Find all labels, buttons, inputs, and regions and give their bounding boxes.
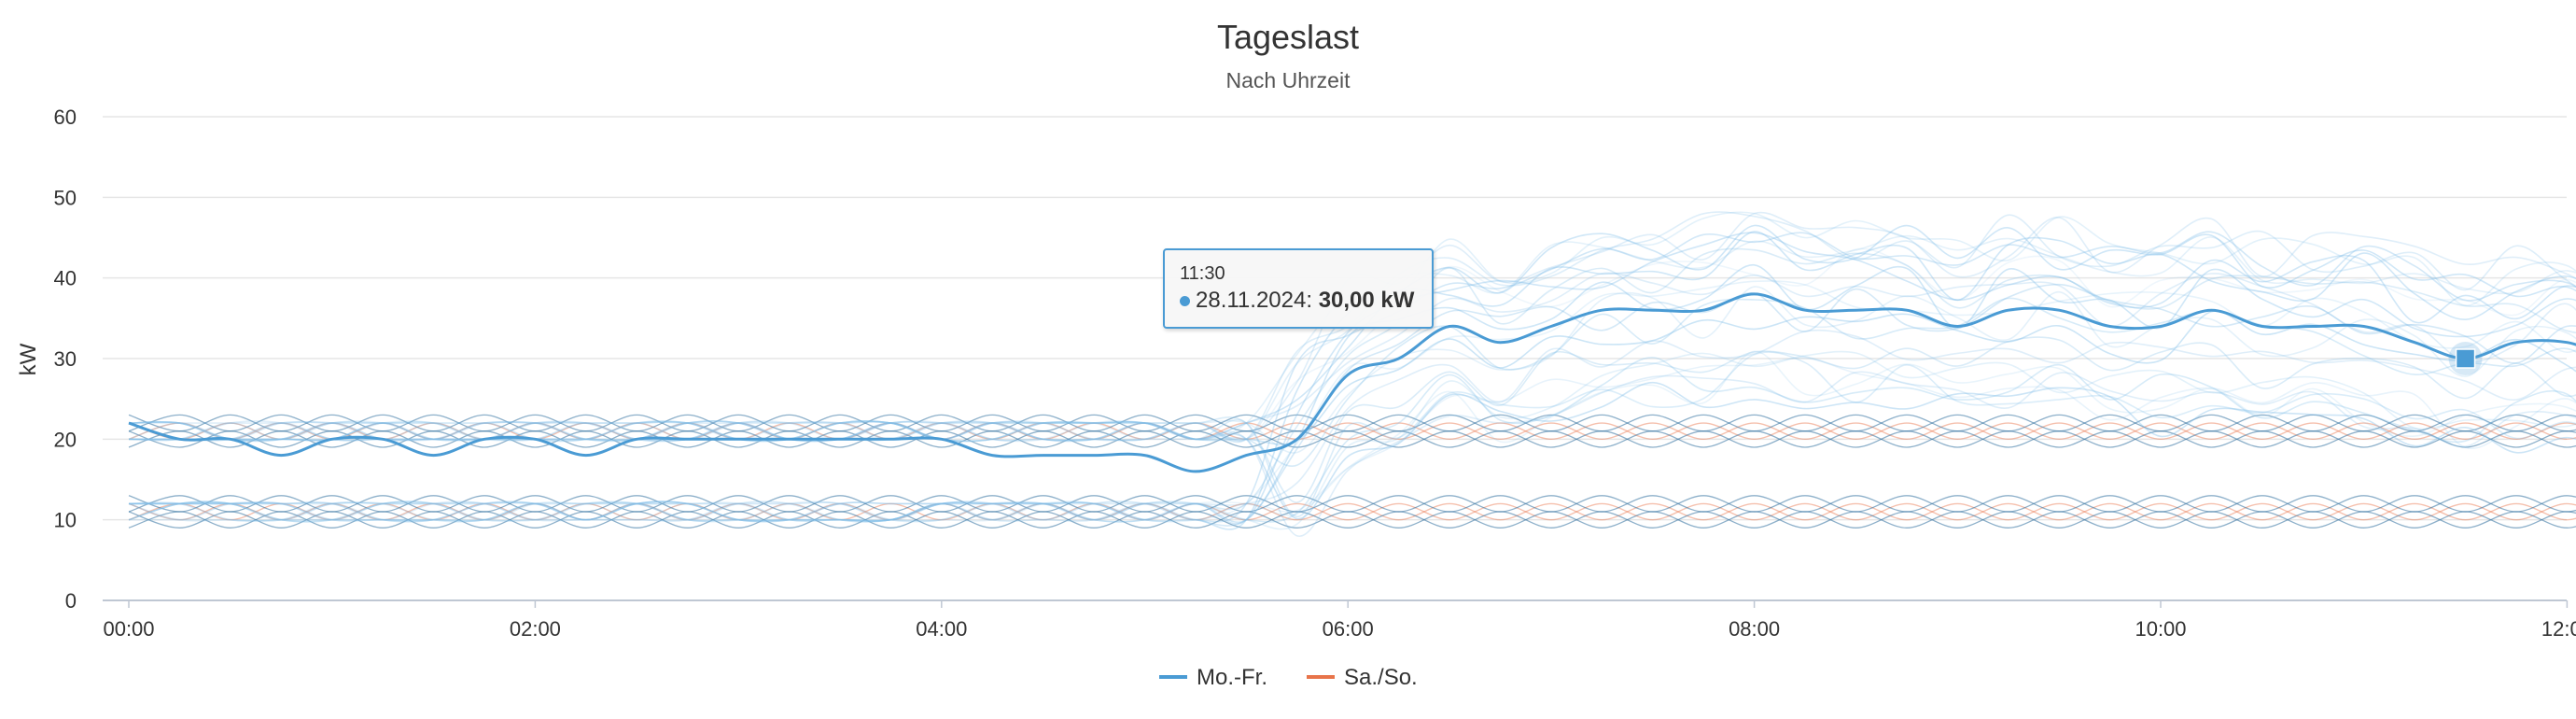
weekday-variant-curve (128, 211, 2576, 444)
weekday-variant-curve (129, 371, 2576, 537)
weekday-variant-curve (128, 272, 2576, 443)
y-axis-label: kW (16, 343, 41, 375)
weekday-variant-curve (128, 310, 2576, 445)
weekday-variant-curve (128, 224, 2576, 530)
hover-marker (2455, 348, 2476, 369)
weekday-variant-curve (128, 381, 2576, 520)
weekend-curve (128, 422, 2576, 441)
highlighted-series[interactable] (128, 292, 2576, 473)
weekday-variant-curve (128, 247, 2576, 523)
tooltip-series-dot (1180, 296, 1190, 307)
weekday-variant-curve (128, 263, 2576, 523)
weekday-variant-curve (129, 336, 2576, 503)
tooltip-row: 28.11.2024: 30,00 kW (1180, 286, 1417, 316)
weekday-variant-curve (129, 286, 2576, 454)
weekday-variant-curve (128, 357, 2576, 522)
y-tick-label: 20 (54, 428, 77, 451)
x-tick-label: 12:00 (2541, 617, 2576, 641)
weekday-baseline-curve (128, 414, 2576, 432)
x-tick-label: 08:00 (1729, 617, 1780, 641)
weekday-variant-curve (128, 297, 2576, 467)
weekday-variant-curve (128, 232, 2576, 525)
y-tick-label: 30 (54, 347, 77, 371)
tooltip-value: 30,00 kW (1318, 288, 1415, 313)
weekend-curve (128, 502, 2576, 521)
x-tick-label: 02:00 (510, 617, 561, 641)
weekend-curve (128, 502, 2576, 521)
weekday-variant-curve (128, 234, 2576, 443)
weekday-baseline-curve (128, 495, 2576, 513)
background-series (128, 211, 2576, 537)
y-tick-label: 40 (54, 267, 77, 290)
weekday-baseline-curve (128, 511, 2576, 529)
y-tick-label: 10 (54, 509, 77, 532)
weekday-variant-curve (129, 350, 2576, 530)
tooltip-colon: : (1306, 288, 1319, 313)
y-tick-label: 60 (54, 106, 77, 129)
axes: 0 10 20 30 40 50 60 00:00 02:00 04:00 06:00 08:00 10… (54, 106, 2576, 641)
tooltip-series-name: 28.11.2024 (1196, 288, 1307, 313)
weekday-baseline-curve (128, 430, 2576, 448)
weekday-variant-curve (128, 329, 2576, 522)
y-tick-label: 50 (54, 186, 77, 209)
legend-label-1: Sa./So. (1344, 665, 1418, 690)
tooltip: 11:30 28.11.2024: 30,00 kW (1163, 248, 1434, 329)
weekday-variant-curve (128, 280, 2576, 523)
x-tick-label: 00:00 (103, 617, 154, 641)
legend[interactable]: Mo.-Fr. Sa./So. (1159, 665, 1418, 690)
weekday-variant-curve (129, 351, 2576, 518)
chart-title: Tageslast (1217, 18, 1359, 56)
weekday-variant-curve (128, 231, 2576, 442)
weekday-variant-curve (128, 283, 2576, 527)
legend-label-0: Mo.-Fr. (1197, 665, 1267, 690)
weekday-variant-curve (128, 350, 2576, 523)
weekday-variant-curve (129, 211, 2576, 442)
tooltip-time: 11:30 (1180, 263, 1225, 284)
weekday-variant-curve (128, 231, 2576, 523)
x-tick-label: 04:00 (916, 617, 967, 641)
chart-subtitle: Nach Uhrzeit (1226, 68, 1351, 92)
x-tick-label: 10:00 (2135, 617, 2186, 641)
y-tick-label: 0 (65, 589, 77, 613)
series-line-28-11-2024 (128, 292, 2576, 473)
x-tick-label: 06:00 (1323, 617, 1374, 641)
weekday-variant-curve (128, 247, 2576, 442)
weekday-variant-curve (128, 356, 2576, 523)
weekday-variant-curve (129, 211, 2576, 443)
